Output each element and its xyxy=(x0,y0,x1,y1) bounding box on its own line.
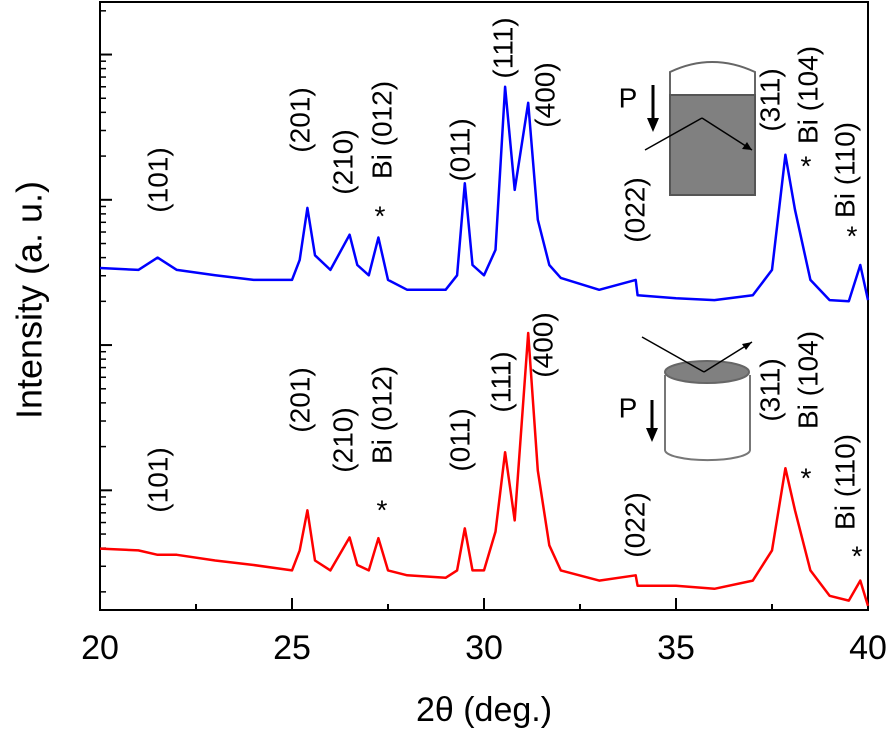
inset-top xyxy=(644,61,756,196)
x-tick-label: 30 xyxy=(465,629,503,667)
annotation: (111) xyxy=(485,351,516,412)
y-axis-label: Intensity (a. u.) xyxy=(9,181,50,419)
data-line xyxy=(99,331,870,607)
inset-bottom xyxy=(641,336,753,462)
annotation: (022) xyxy=(619,492,650,557)
annotation: Bi (012) xyxy=(366,366,397,464)
annotation: (311) xyxy=(754,358,785,421)
annotation: Bi (104) xyxy=(792,46,823,144)
x-tick-label: 25 xyxy=(273,629,311,667)
annotation: * xyxy=(801,462,812,493)
annotation: (311) xyxy=(754,68,785,131)
x-tick-label: 35 xyxy=(657,629,695,667)
data-line xyxy=(99,85,870,303)
annotation: P xyxy=(619,392,638,423)
annotation: (111) xyxy=(487,17,518,78)
annotation: (022) xyxy=(619,177,650,242)
annotation: Bi (110) xyxy=(829,434,860,530)
annotation: * xyxy=(377,494,388,525)
annotation: (011) xyxy=(444,118,475,181)
x-tick-label: 20 xyxy=(81,629,119,667)
annotation: (101) xyxy=(142,147,173,212)
x-tick-label: 40 xyxy=(849,629,887,667)
annotation: (400) xyxy=(529,62,560,127)
annotation: * xyxy=(852,540,863,571)
annotation: (101) xyxy=(142,447,173,512)
annotation: Bi (104) xyxy=(792,331,823,429)
annotation: (210) xyxy=(327,129,358,194)
annotation: Bi (110) xyxy=(829,122,860,218)
annotation: P xyxy=(619,82,638,113)
annotation: (210) xyxy=(327,407,358,472)
annotation: * xyxy=(847,220,858,251)
annotation: * xyxy=(375,200,386,231)
annotation: * xyxy=(801,150,812,181)
annotation: (201) xyxy=(284,87,315,152)
annotation: Bi (012) xyxy=(366,81,397,179)
annotation: (400) xyxy=(527,312,558,377)
annotation: (201) xyxy=(284,367,315,432)
x-axis-label: 2θ (deg.) xyxy=(416,691,552,729)
annotation: (011) xyxy=(444,408,475,471)
